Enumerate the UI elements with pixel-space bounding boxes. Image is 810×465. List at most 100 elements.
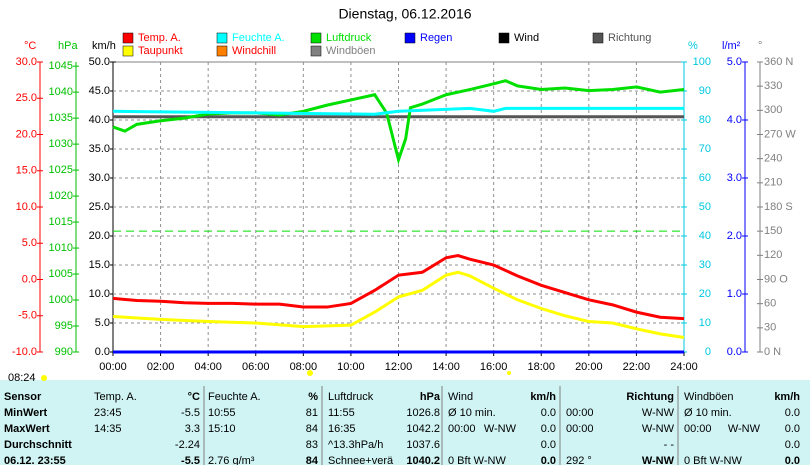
table-cell: 0.0 <box>785 423 800 435</box>
y-tick-label: 15.0 <box>89 259 110 271</box>
table-cell: Feuchte A. <box>208 391 261 403</box>
y-tick-label: 30.0 <box>89 172 110 184</box>
y-tick-label: 1030 <box>49 138 73 150</box>
table-cell: 10:55 <box>208 407 236 419</box>
y-tick-label: 2.0 <box>727 230 742 242</box>
table-cell: km/h <box>774 391 800 403</box>
series-line <box>112 270 685 339</box>
y-tick-label: 1000 <box>49 294 73 306</box>
y-tick-label: 45.0 <box>89 85 110 97</box>
x-tick-label: 06:00 <box>242 361 270 373</box>
y-tick-label: 0.0 <box>727 346 742 358</box>
legend-swatch <box>216 32 228 44</box>
x-tick-label: 20:00 <box>575 361 603 373</box>
x-tick-label: 08:00 <box>290 361 318 373</box>
x-tick-label: 10:00 <box>337 361 365 373</box>
axis-title: ° <box>758 40 762 52</box>
legend-label: Feuchte A. <box>232 32 285 44</box>
x-tick-label: 00:00 <box>99 361 127 373</box>
table-cell: -2.24 <box>175 439 200 451</box>
y-tick-label: 30 <box>699 259 711 271</box>
table-cell: hPa <box>420 391 441 403</box>
x-tick-label: 14:00 <box>432 361 460 373</box>
table-cell: 00:00 <box>684 423 712 435</box>
table-background <box>0 380 810 465</box>
table-cell: °C <box>188 391 200 403</box>
table-cell: 15:10 <box>208 423 236 435</box>
table-cell: 1040.2 <box>406 455 440 465</box>
axis-title: hPa <box>58 40 78 52</box>
table-cell: Durchschnitt <box>4 439 72 451</box>
table-cell: 06.12. 23:55 <box>4 455 66 465</box>
series-line <box>112 79 685 165</box>
table-cell: 0.0 <box>541 407 556 419</box>
table-cell: % <box>308 391 318 403</box>
y-tick-label: 210 <box>764 177 782 189</box>
table-cell: Ø 10 min. <box>684 407 732 419</box>
table-cell: -5.5 <box>181 407 200 419</box>
y-tick-label: 1025 <box>49 164 73 176</box>
table-cell: 0 Bft W-NW <box>448 455 506 465</box>
table-cell: Ø 10 min. <box>448 407 496 419</box>
table-cell: W-NW <box>642 455 675 465</box>
y-tick-label: -10.0 <box>12 346 37 358</box>
legend-swatch <box>122 32 134 44</box>
y-tick-label: 1035 <box>49 112 73 124</box>
y-tick-label: 5.0 <box>22 237 37 249</box>
y-tick-label: 25.0 <box>16 92 37 104</box>
table-cell: MaxWert <box>4 423 50 435</box>
table-cell: W-NW <box>642 407 675 419</box>
table-cell: W-NW <box>484 423 517 435</box>
table-cell: 16:35 <box>328 423 356 435</box>
y-tick-label: 40 <box>699 230 711 242</box>
sun-marker <box>307 370 313 376</box>
table-cell: ^13.3hPa/h <box>328 439 383 451</box>
table-cell: -5.5 <box>181 455 200 465</box>
y-tick-label: 300 <box>764 104 782 116</box>
table-cell: 84 <box>306 455 319 465</box>
y-tick-label: 4.0 <box>727 114 742 126</box>
table-cell: km/h <box>530 391 556 403</box>
y-tick-label: 270 W <box>764 128 796 140</box>
legend-swatch <box>498 32 510 44</box>
series-line <box>112 106 684 116</box>
y-tick-label: 3.0 <box>727 172 742 184</box>
legend-label: Wind <box>514 32 539 44</box>
y-tick-label: 10.0 <box>16 201 37 213</box>
y-tick-label: 1040 <box>49 86 73 98</box>
table-cell: 3.3 <box>185 423 200 435</box>
legend-label: Windböen <box>326 45 376 57</box>
table-cell: - - <box>664 439 675 451</box>
legend-label: Richtung <box>608 32 651 44</box>
table-cell: Luftdruck <box>328 391 374 403</box>
y-tick-label: 0 N <box>764 346 781 358</box>
table-cell: 0.0 <box>785 455 800 465</box>
chart-title: Dienstag, 06.12.2016 <box>338 6 471 22</box>
legend-label: Temp. A. <box>138 32 181 44</box>
table-cell: Temp. A. <box>94 391 137 403</box>
y-tick-label: 1.0 <box>727 288 742 300</box>
legend-label: Regen <box>420 32 452 44</box>
y-tick-label: 90 O <box>764 273 788 285</box>
legend-swatch <box>404 32 416 44</box>
y-tick-label: 995 <box>55 320 73 332</box>
y-tick-label: 10.0 <box>89 288 110 300</box>
y-tick-label: 990 <box>55 346 73 358</box>
table-cell: 0.0 <box>785 407 800 419</box>
y-tick-label: 90 <box>699 85 711 97</box>
axis-title: °C <box>24 40 36 52</box>
y-tick-label: 360 N <box>764 56 793 68</box>
table-cell: 83 <box>306 439 318 451</box>
table-cell: 0.0 <box>541 439 556 451</box>
table-cell: W-NW <box>728 423 761 435</box>
axis-title: % <box>688 40 698 52</box>
y-tick-label: 1015 <box>49 216 73 228</box>
axis-title: l/m² <box>722 40 741 52</box>
y-tick-label: 50.0 <box>89 56 110 68</box>
table-cell: 0.0 <box>541 423 556 435</box>
y-tick-label: 1010 <box>49 242 73 254</box>
table-cell: 84 <box>306 423 318 435</box>
legend-swatch <box>216 45 228 57</box>
table-cell: 00:00 <box>566 423 594 435</box>
